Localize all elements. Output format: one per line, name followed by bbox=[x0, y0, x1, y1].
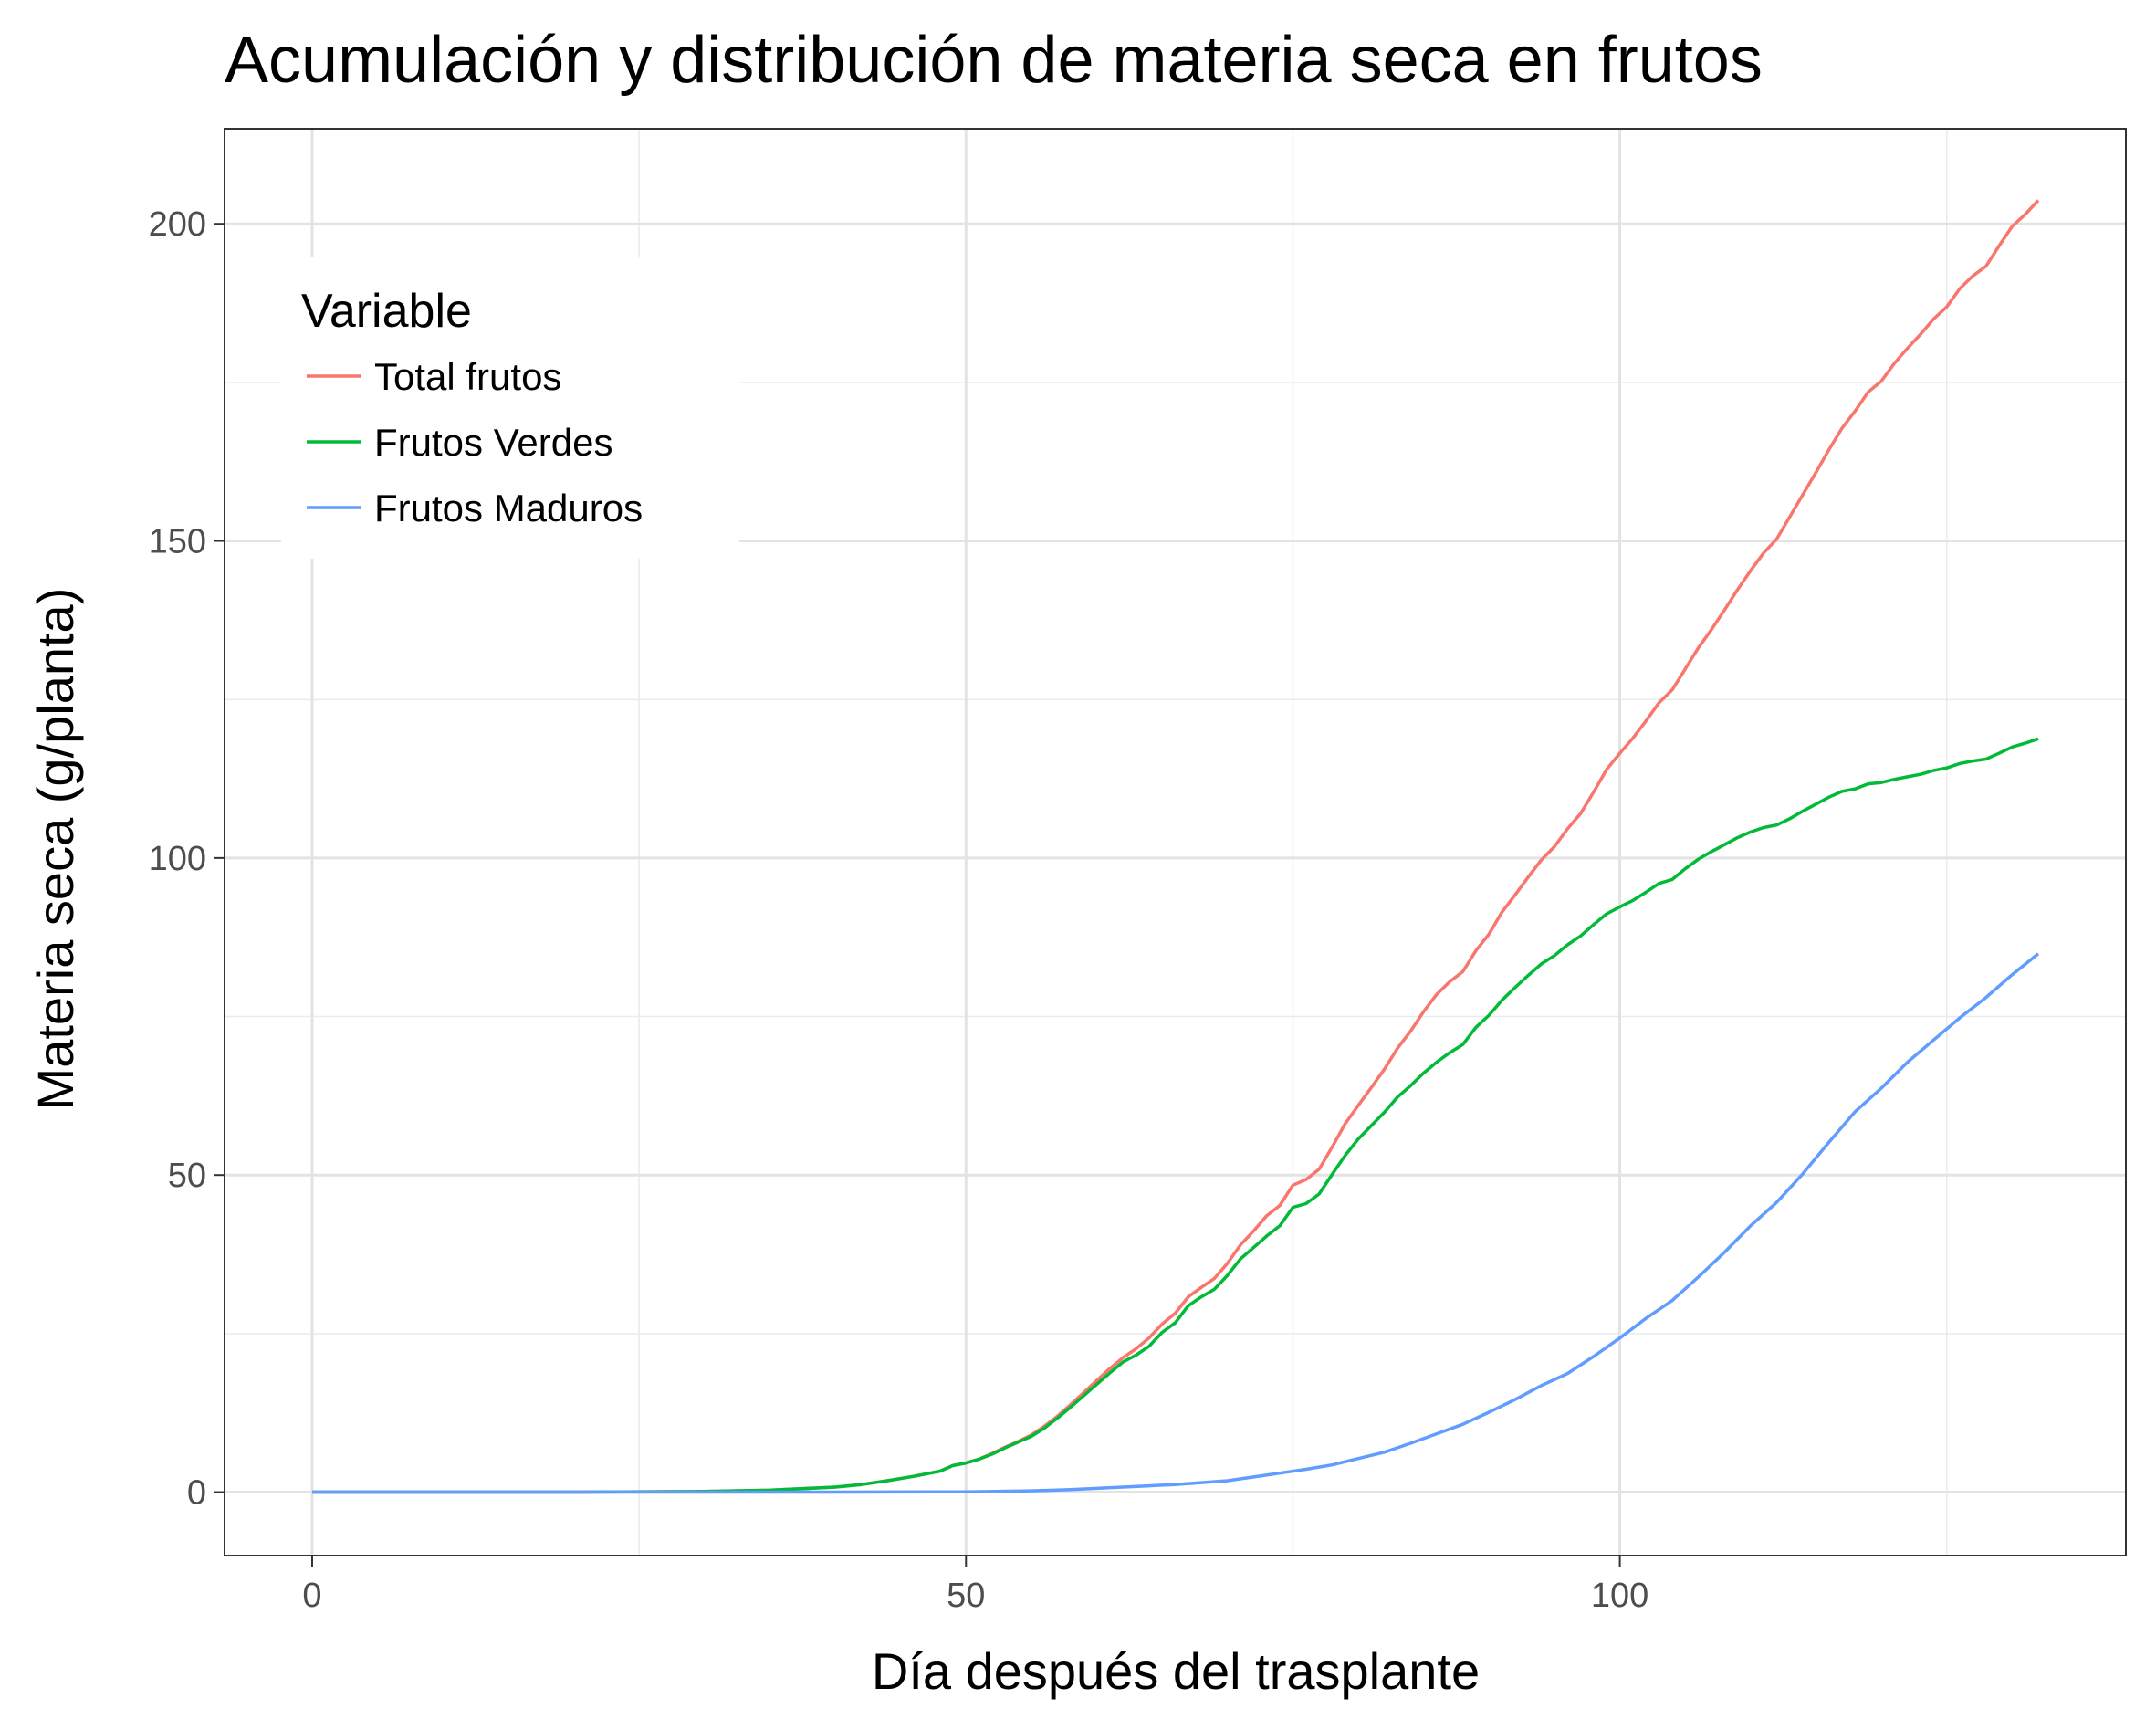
y-tick-label: 100 bbox=[149, 840, 206, 878]
legend-items: Total frutos Frutos Verdes Frutos Maduros bbox=[307, 355, 643, 529]
x-axis: 0 50 100 bbox=[302, 1556, 1648, 1615]
y-tick-label: 50 bbox=[168, 1157, 206, 1195]
y-axis-title: Materia seca (g/planta) bbox=[26, 588, 84, 1111]
x-tick-label: 50 bbox=[947, 1577, 985, 1615]
plot-panel-border bbox=[224, 128, 2127, 1556]
y-tick-label: 200 bbox=[149, 205, 206, 244]
x-tick-label: 100 bbox=[1591, 1577, 1648, 1615]
series-lines bbox=[312, 199, 2040, 1494]
legend-label: Frutos Maduros bbox=[374, 487, 643, 529]
y-tick-label: 150 bbox=[149, 523, 206, 561]
legend: Variable Total frutos Frutos Verdes Frutos… bbox=[281, 257, 739, 559]
legend-label: Frutos Verdes bbox=[374, 421, 612, 464]
legend-label: Total frutos bbox=[374, 355, 561, 398]
x-tick-label: 0 bbox=[302, 1577, 321, 1615]
panel-border-rect bbox=[224, 128, 2127, 1556]
y-axis: 0 50 100 150 200 bbox=[149, 205, 225, 1513]
y-tick-label: 0 bbox=[187, 1474, 206, 1513]
chart-title: Acumulación y distribución de materia se… bbox=[225, 24, 1763, 97]
legend-title: Variable bbox=[301, 285, 472, 338]
x-axis-title: Día después del trasplante bbox=[872, 1642, 1480, 1700]
series-line bbox=[312, 952, 2040, 1494]
series-line bbox=[312, 737, 2039, 1494]
